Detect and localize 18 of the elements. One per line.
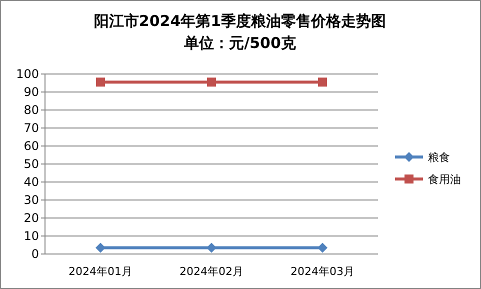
y-tick-label: 30 (24, 193, 39, 207)
chart-subtitle: 单位：元/500克 (183, 34, 297, 52)
y-tick-label: 90 (24, 85, 39, 99)
y-tick-label: 70 (24, 121, 39, 135)
y-tick-label: 50 (24, 157, 39, 171)
y-tick-label: 40 (24, 175, 39, 189)
x-tick-label: 2024年03月 (290, 265, 354, 278)
y-tick-label: 20 (24, 211, 39, 225)
legend-label: 食用油 (428, 173, 461, 186)
y-tick-label: 60 (24, 139, 39, 153)
y-tick-label: 100 (16, 67, 39, 81)
x-tick-label: 2024年01月 (68, 265, 132, 278)
y-tick-label: 80 (24, 103, 39, 117)
x-tick-label: 2024年02月 (180, 265, 244, 278)
legend-label: 粮食 (428, 151, 450, 164)
y-tick-label: 0 (31, 247, 39, 261)
y-tick-label: 10 (24, 229, 39, 243)
chart-title: 阳江市2024年第1季度粮油零售价格走势图 (94, 12, 386, 30)
